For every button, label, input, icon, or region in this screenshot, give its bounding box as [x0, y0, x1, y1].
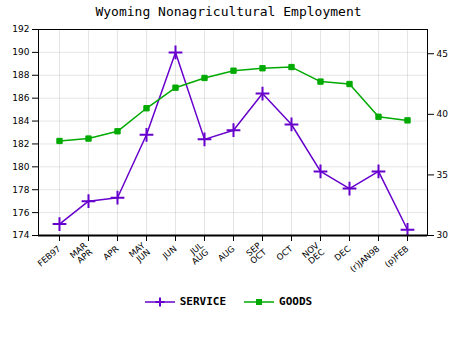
svg-text:35: 35: [437, 170, 448, 180]
svg-text:MAYJUN: MAYJUN: [127, 240, 153, 266]
svg-text:DEC: DEC: [332, 243, 352, 262]
svg-text:MARAPR: MARAPR: [68, 240, 95, 266]
svg-text:40: 40: [437, 109, 449, 119]
svg-text:30: 30: [437, 230, 449, 240]
svg-text:45: 45: [437, 49, 448, 59]
svg-text:NOVDEC: NOVDEC: [300, 240, 326, 266]
html-text:GOODS: GOODS: [279, 295, 313, 308]
svg-text:180: 180: [12, 162, 29, 172]
svg-text:186: 186: [12, 93, 29, 103]
svg-text:176: 176: [12, 207, 29, 217]
svg-text:FEB97: FEB97: [35, 244, 62, 269]
svg-text:184: 184: [12, 116, 29, 126]
html-text:SERVICE: SERVICE: [179, 295, 227, 308]
svg-text:SEPOCT: SEPOCT: [243, 240, 269, 266]
svg-text:JUN: JUN: [160, 244, 179, 262]
svg-text:JULAUG: JULAUG: [184, 240, 210, 266]
svg-text:AUG: AUG: [216, 244, 237, 264]
svg-text:OCT: OCT: [274, 243, 295, 263]
svg-text:182: 182: [12, 139, 29, 149]
svg-text:190: 190: [12, 47, 29, 57]
svg-text:(r)JAN98: (r)JAN98: [348, 244, 382, 274]
svg-text:178: 178: [12, 185, 29, 195]
svg-text:(p)FEB: (p)FEB: [383, 243, 411, 269]
svg-text:174: 174: [12, 230, 29, 240]
svg-text:APR: APR: [101, 243, 120, 262]
svg-text:188: 188: [12, 70, 29, 80]
svg-text:192: 192: [12, 24, 29, 34]
html-text:Wyoming Nonagricultural Employ: Wyoming Nonagricultural Employment: [95, 4, 362, 19]
